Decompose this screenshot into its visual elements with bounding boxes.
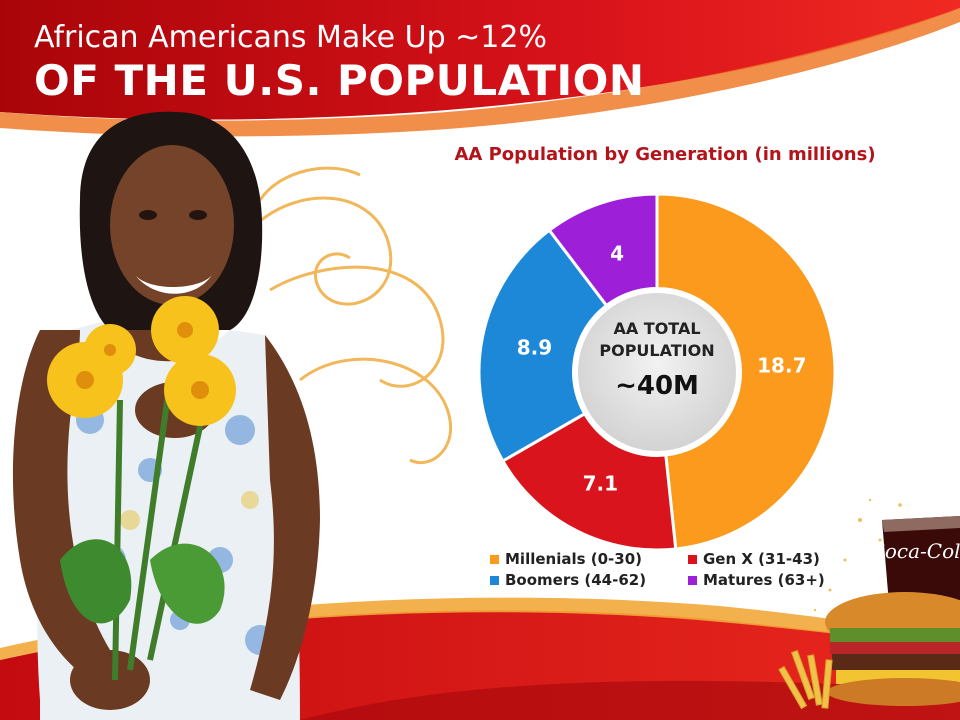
legend-swatch-millenials bbox=[490, 555, 499, 564]
data-label-boomers: 8.9 bbox=[517, 335, 552, 359]
data-label-matures: 4 bbox=[610, 242, 624, 266]
legend-swatch-genx bbox=[688, 555, 697, 564]
center-total-value: ~40M bbox=[615, 371, 699, 401]
legend-swatch-boomers bbox=[490, 576, 499, 585]
center-circle bbox=[572, 287, 742, 457]
data-label-millenials: 18.7 bbox=[757, 353, 806, 377]
legend-item-boomers: Boomers (44-62) bbox=[490, 571, 646, 589]
legend-item-genx: Gen X (31-43) bbox=[688, 550, 820, 568]
title-line-1: African Americans Make Up ~12% bbox=[34, 20, 547, 55]
slice-boomers bbox=[477, 228, 660, 464]
center-text-line-2: POPULATION bbox=[599, 341, 714, 360]
legend-label-boomers: Boomers (44-62) bbox=[505, 571, 647, 589]
title-line-2: OF THE U.S. POPULATION bbox=[34, 56, 645, 105]
legend-item-matures: Matures (63+) bbox=[688, 571, 825, 589]
legend-label-matures: Matures (63+) bbox=[703, 571, 825, 589]
donut-slices bbox=[477, 192, 837, 552]
center-text-line-1: AA TOTAL bbox=[613, 319, 700, 338]
legend-swatch-matures bbox=[688, 576, 697, 585]
slice-millenials bbox=[655, 192, 837, 551]
slice-labels: 18.7 7.1 8.9 4 bbox=[517, 242, 807, 496]
chart-title: AA Population by Generation (in millions… bbox=[454, 144, 876, 165]
data-label-genx: 7.1 bbox=[583, 471, 618, 495]
legend-label-genx: Gen X (31-43) bbox=[703, 550, 820, 568]
legend-label-millenials: Millenials (0-30) bbox=[505, 550, 643, 568]
cola-logo: Coca-Cola bbox=[870, 539, 960, 563]
legend-item-millenials: Millenials (0-30) bbox=[490, 550, 642, 568]
